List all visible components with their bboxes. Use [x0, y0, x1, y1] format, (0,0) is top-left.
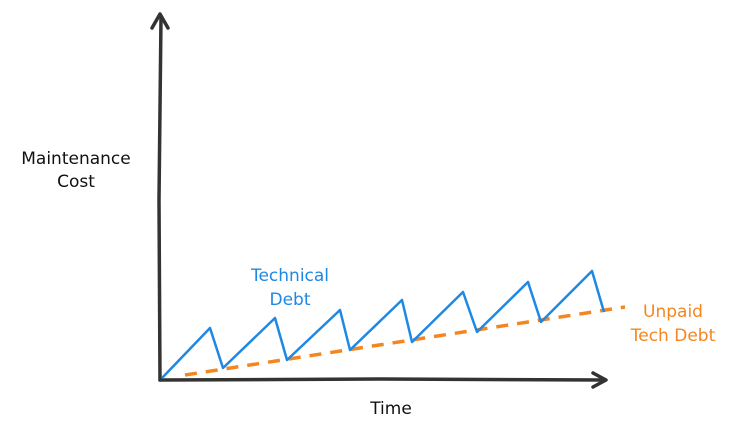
unpaid-label: Unpaid — [643, 302, 703, 322]
y-axis-label: Maintenance — [21, 149, 130, 169]
x-axis — [158, 377, 606, 382]
x-axis-arrow — [591, 371, 608, 389]
y-axis-arrow — [150, 12, 170, 30]
y-axis — [157, 16, 163, 382]
technical-debt-label: Debt — [269, 290, 310, 310]
technical-debt-line — [161, 269, 606, 379]
y-axis-label: Cost — [57, 172, 95, 192]
unpaid-debt-line — [184, 305, 626, 377]
unpaid-label: Tech Debt — [630, 326, 716, 346]
technical-debt-label: Technical — [250, 266, 329, 286]
x-axis-label: Time — [369, 399, 412, 419]
